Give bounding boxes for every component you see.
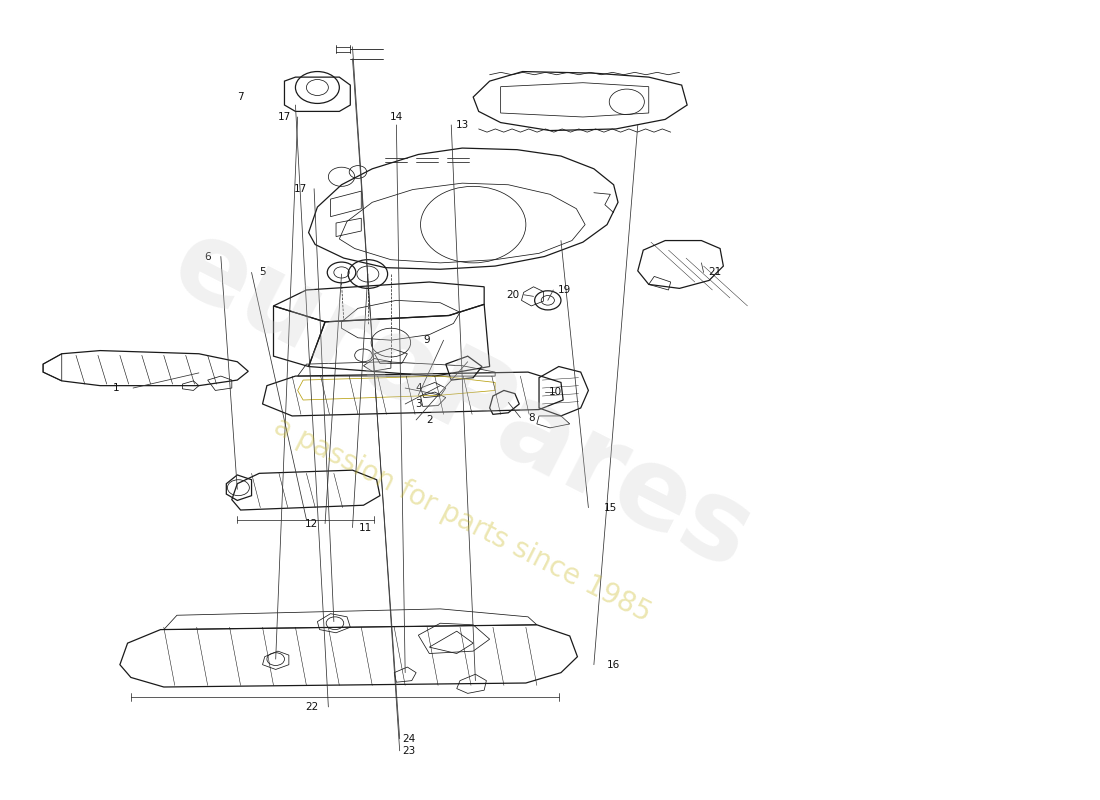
Text: 1: 1 — [113, 383, 120, 393]
Text: 13: 13 — [455, 120, 469, 130]
Text: 12: 12 — [306, 518, 319, 529]
Text: euroPares: euroPares — [155, 208, 770, 592]
Text: 16: 16 — [607, 660, 620, 670]
Text: 22: 22 — [306, 702, 319, 712]
Text: 19: 19 — [558, 285, 571, 295]
Text: 24: 24 — [402, 734, 415, 744]
Text: 4: 4 — [415, 383, 421, 393]
Text: 11: 11 — [359, 522, 372, 533]
Text: 21: 21 — [708, 267, 722, 278]
Text: a passion for parts since 1985: a passion for parts since 1985 — [268, 412, 656, 627]
Text: 5: 5 — [260, 267, 266, 278]
Text: 20: 20 — [506, 290, 519, 300]
Text: 10: 10 — [549, 387, 562, 397]
Text: 23: 23 — [402, 746, 415, 756]
Text: 6: 6 — [205, 251, 211, 262]
Text: 17: 17 — [278, 112, 292, 122]
Text: 8: 8 — [528, 413, 535, 422]
Text: 15: 15 — [604, 502, 617, 513]
Text: 9: 9 — [424, 335, 430, 346]
Text: 2: 2 — [426, 415, 432, 425]
Text: 7: 7 — [238, 92, 244, 102]
Text: 17: 17 — [295, 184, 308, 194]
Text: 14: 14 — [389, 112, 403, 122]
Text: 3: 3 — [415, 399, 421, 409]
